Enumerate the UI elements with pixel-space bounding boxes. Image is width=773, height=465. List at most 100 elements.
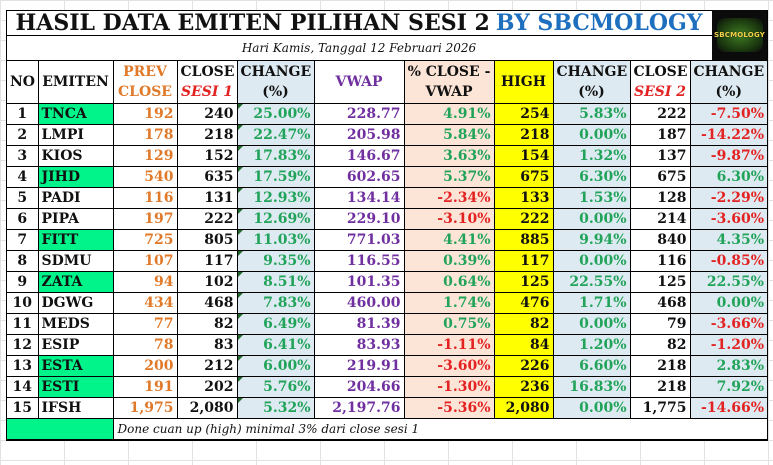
header-prev-close: PREV CLOSE [112, 61, 178, 104]
high-value: 226 [493, 355, 554, 377]
change-sesi-1: 6.00% [236, 355, 315, 377]
change-high: 1.53% [552, 187, 631, 209]
close-vwap-pct: 0.39% [403, 250, 495, 272]
close-vwap-pct: -2.34% [403, 187, 495, 209]
row-no: 13 [7, 355, 39, 377]
close-sesi-2: 125 [629, 271, 691, 293]
table-row: 6 PIPA 197 222 12.69% 229.10 -3.10% 222 0.00% 214… [7, 208, 767, 230]
emiten-ticker: PADI [37, 187, 114, 209]
change-sesi-2: -3.60% [689, 208, 767, 230]
change-sesi-2: -14.22% [689, 124, 767, 146]
change-sesi-2: -2.29% [689, 187, 767, 209]
prev-close: 107 [112, 250, 178, 272]
close-vwap-pct: -3.10% [403, 208, 495, 230]
vwap-value: 204.66 [313, 376, 405, 398]
emiten-ticker: KIOS [37, 145, 114, 167]
prev-close: 116 [112, 187, 178, 209]
logo-badge-icon: SBCMOLOGY [713, 18, 766, 52]
header-vwap: VWAP [313, 61, 405, 104]
row-no: 11 [7, 313, 39, 335]
row-no: 5 [7, 187, 39, 209]
table-row: 3 KIOS 129 152 17.83% 146.67 3.63% 154 1.32% 137-… [7, 145, 767, 167]
high-value: 117 [493, 250, 554, 272]
results-sheet: HASIL DATA EMITEN PILIHAN SESI 2 BY SBCM… [6, 10, 768, 441]
table-row: 15 IFSH 1,975 2,080 5.32% 2,197.76 -5.36% 2,080… [7, 397, 767, 419]
sbcmology-logo: SBCMOLOGY [712, 10, 767, 60]
header-change-1: CHANGE (%) [236, 61, 315, 104]
close-sesi-2: 137 [629, 145, 691, 167]
emiten-ticker: SDMU [37, 250, 114, 272]
emiten-ticker: MEDS [37, 313, 114, 335]
table-row: 7 FITT 725 805 11.03% 771.03 4.41% 885 9.94% 840 4… [7, 229, 767, 251]
table-row: 12 ESIP 78 83 6.41% 83.93 -1.11% 84 1.20% 82 -1.20… [7, 334, 767, 356]
prev-close: 77 [112, 313, 178, 335]
prev-close: 725 [112, 229, 178, 251]
emiten-ticker: ESIP [37, 334, 114, 356]
row-no: 9 [7, 271, 39, 293]
table-row: 14 ESTI 191 202 5.76% 204.66 -1.30% 236 16.83% 21… [7, 376, 767, 398]
change-sesi-1: 12.69% [236, 208, 315, 230]
header-close-vwap: % CLOSE - VWAP [403, 61, 495, 104]
emiten-ticker: LMPI [37, 124, 114, 146]
close-vwap-pct: -5.36% [403, 397, 495, 419]
vwap-value: 83.93 [313, 334, 405, 356]
emiten-ticker: ESTA [37, 355, 114, 377]
emiten-ticker: TNCA [37, 103, 114, 125]
change-sesi-2: 6.30% [689, 166, 767, 188]
date-subtitle: Hari Kamis, Tanggal 12 Februari 2026 [241, 41, 477, 55]
change-sesi-1: 22.47% [236, 124, 315, 146]
emiten-ticker: ZATA [37, 271, 114, 293]
header-change-3: CHANGE (%) [689, 61, 767, 104]
change-high: 16.83% [552, 376, 631, 398]
table-row: 13 ESTA 200 212 6.00% 219.91 -3.60% 226 6.60% 218… [7, 355, 767, 377]
high-value: 885 [493, 229, 554, 251]
change-high: 0.00% [552, 208, 631, 230]
close-sesi-2: 218 [629, 355, 691, 377]
prev-close: 200 [112, 355, 178, 377]
change-high: 6.60% [552, 355, 631, 377]
close-sesi-2: 79 [629, 313, 691, 335]
high-value: 675 [493, 166, 554, 188]
high-value: 2,080 [493, 397, 554, 419]
header-change-2: CHANGE (%) [552, 61, 631, 104]
legend-green-swatch [7, 418, 114, 440]
prev-close: 197 [112, 208, 178, 230]
change-high: 1.20% [552, 334, 631, 356]
prev-close: 78 [112, 334, 178, 356]
prev-close: 434 [112, 292, 178, 314]
high-value: 133 [493, 187, 554, 209]
logo-text: SBCMOLOGY [713, 31, 766, 39]
close-sesi-2: 222 [629, 103, 691, 125]
header-close-sesi-1: CLOSE SESI 1 [176, 61, 238, 104]
change-sesi-2: 4.35% [689, 229, 767, 251]
change-sesi-1: 9.35% [236, 250, 315, 272]
vwap-value: 771.03 [313, 229, 405, 251]
close-sesi-1: 240 [176, 103, 238, 125]
emiten-ticker: PIPA [37, 208, 114, 230]
brand-title: BY SBCMOLOGY [495, 10, 703, 36]
close-vwap-pct: 4.91% [403, 103, 495, 125]
high-value: 82 [493, 313, 554, 335]
change-high: 0.00% [552, 250, 631, 272]
change-high: 6.30% [552, 166, 631, 188]
table-row: 8 SDMU 107 117 9.35% 116.55 0.39% 117 0.00% 116 -0… [7, 250, 767, 272]
title-row: HASIL DATA EMITEN PILIHAN SESI 2 BY SBCM… [7, 10, 767, 60]
header-emiten: EMITEN [37, 61, 114, 104]
vwap-value: 134.14 [313, 187, 405, 209]
row-no: 12 [7, 334, 39, 356]
row-no: 7 [7, 229, 39, 251]
close-sesi-2: 128 [629, 187, 691, 209]
close-sesi-1: 102 [176, 271, 238, 293]
change-sesi-2: -9.87% [689, 145, 767, 167]
close-vwap-pct: -1.30% [403, 376, 495, 398]
close-vwap-pct: 1.74% [403, 292, 495, 314]
close-vwap-pct: 0.75% [403, 313, 495, 335]
high-value: 125 [493, 271, 554, 293]
close-sesi-1: 82 [176, 313, 238, 335]
vwap-value: 219.91 [313, 355, 405, 377]
row-no: 15 [7, 397, 39, 419]
page-title: HASIL DATA EMITEN PILIHAN SESI 2 [15, 10, 490, 36]
close-sesi-2: 214 [629, 208, 691, 230]
close-sesi-1: 218 [176, 124, 238, 146]
change-sesi-2: 0.00% [689, 292, 767, 314]
